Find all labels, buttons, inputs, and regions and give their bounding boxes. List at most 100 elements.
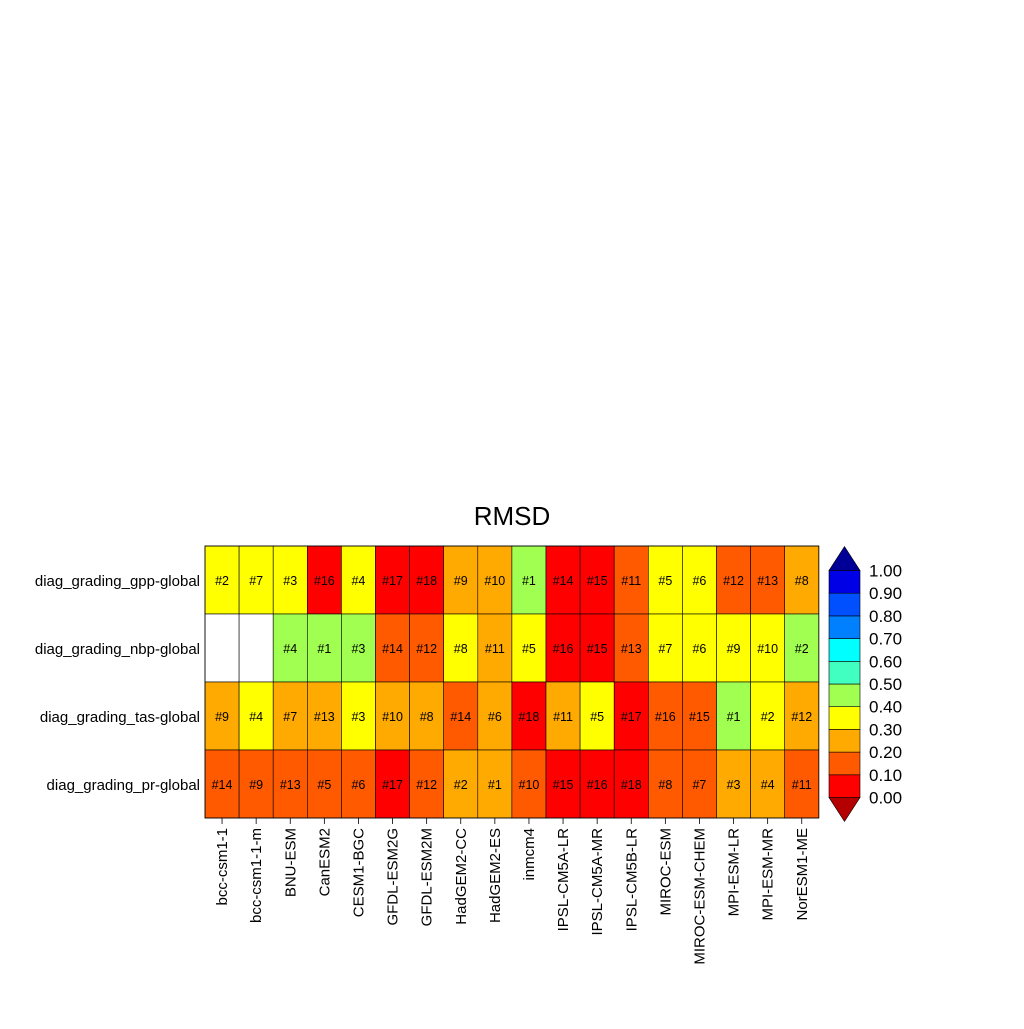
heatmap-cell: [716, 749, 751, 819]
heatmap-cell: [613, 545, 649, 615]
cell-rank-label: #4: [761, 778, 775, 792]
cell-rank-label: #10: [519, 778, 540, 792]
cell-rank-label: #16: [553, 642, 574, 656]
colorbar-segment: [828, 683, 861, 708]
row-label: diag_grading_pr-global: [47, 777, 200, 794]
cell-rank-label: #10: [484, 574, 505, 588]
heatmap-cell: [409, 749, 445, 819]
cell-rank-label: #8: [795, 574, 809, 588]
heatmap-cell: [579, 681, 615, 751]
colorbar-tick-label: 0.20: [869, 743, 902, 762]
column-label: HadGEM2-CC: [453, 828, 470, 925]
colorbar-tick-label: 0.50: [869, 675, 902, 694]
heatmap-cell: [238, 545, 274, 615]
heatmap-cell: [238, 749, 274, 819]
colorbar-segment: [828, 660, 861, 685]
heatmap-cell: [341, 545, 376, 615]
row-labels: diag_grading_gpp-global diag_grading_nbp-…: [35, 573, 200, 794]
heatmap-cell: [238, 681, 274, 751]
column-label: MPI-ESM-LR: [726, 828, 743, 917]
heatmap-cell: [204, 613, 240, 683]
cell-rank-label: #13: [280, 778, 301, 792]
heatmap-cell: [272, 613, 308, 683]
cell-rank-label: #2: [761, 710, 775, 724]
colorbar-segment: [828, 615, 861, 639]
heatmap-grid: #2 #7 #3 #16 #4 #17 #18 #9 #10 #1 #14 #15 #11 #5 #6 #12…: [204, 545, 820, 819]
cell-rank-label: #7: [692, 778, 706, 792]
heatmap-cell: [647, 681, 683, 751]
cell-rank-label: #16: [314, 574, 335, 588]
cell-rank-label: #17: [382, 778, 403, 792]
cell-rank-label: #14: [382, 642, 403, 656]
heatmap-cell: [477, 613, 513, 683]
cell-rank-label: #16: [587, 778, 608, 792]
heatmap-cell: [750, 681, 785, 751]
heatmap-border: [204, 545, 820, 819]
heatmap-cell: [306, 681, 342, 751]
column-label: IPSL-CM5A-LR: [555, 828, 572, 932]
column-label: CanESM2: [316, 828, 333, 896]
cell-rank-label: #18: [416, 574, 437, 588]
cell-rank-label: #9: [454, 574, 468, 588]
cell-rank-label: #15: [553, 778, 574, 792]
heatmap-cell: [750, 545, 785, 615]
heatmap-cell: [784, 749, 820, 819]
heatmap-cell: [204, 545, 240, 615]
cell-rank-label: #17: [621, 710, 642, 724]
heatmap-cell: [579, 749, 615, 819]
cell-rank-label: #5: [522, 642, 536, 656]
cell-rank-label: #9: [727, 642, 741, 656]
cell-rank-label: #5: [590, 710, 604, 724]
heatmap-cell: [204, 681, 240, 751]
cell-rank-label: #11: [621, 574, 641, 588]
cell-rank-label: #6: [692, 642, 706, 656]
colorbar-tick-label: 0.60: [869, 652, 902, 671]
colorbar-tick-label: 0.70: [869, 630, 902, 649]
cell-rank-label: #3: [727, 778, 741, 792]
cell-rank-label: #2: [795, 642, 809, 656]
cell-rank-label: #1: [317, 642, 331, 656]
cell-rank-label: #3: [351, 642, 365, 656]
heatmap-cell: [306, 545, 342, 615]
cell-rank-label: #14: [212, 778, 233, 792]
heatmap-cell: [682, 749, 717, 819]
heatmap-cell: [682, 613, 717, 683]
colorbar-segment: [828, 638, 861, 662]
cell-rank-label: #12: [416, 778, 437, 792]
cell-rank-label: #6: [351, 778, 365, 792]
heatmap-cell: [409, 613, 445, 683]
heatmap-cell: [716, 681, 751, 751]
column-label: HadGEM2-ES: [487, 828, 504, 923]
cell-rank-label: #12: [723, 574, 744, 588]
heatmap-cell: [375, 681, 410, 751]
column-label: bcc-csm1-1-m: [248, 828, 265, 923]
heatmap-cell: [613, 681, 649, 751]
row-label: diag_grading_nbp-global: [35, 641, 200, 658]
cell-rank-label: #5: [317, 778, 331, 792]
colorbar-under-triangle: [828, 797, 861, 823]
colorbar-segment: [828, 751, 861, 776]
cell-rank-label: #4: [351, 574, 365, 588]
heatmap-cell: [375, 545, 410, 615]
cell-rank-label: #15: [689, 710, 710, 724]
cell-rank-label: #9: [215, 710, 229, 724]
cell-rank-label: #8: [454, 642, 468, 656]
cell-rank-label: #7: [249, 574, 263, 588]
cell-rank-label: #7: [283, 710, 297, 724]
cell-rank-label: #7: [658, 642, 672, 656]
heatmap-cell: [272, 681, 308, 751]
cell-rank-label: #16: [655, 710, 676, 724]
cell-rank-label: #12: [416, 642, 437, 656]
colorbar-tick-label: 0.00: [869, 789, 902, 808]
colorbar-segment: [828, 706, 861, 730]
cell-rank-label: #3: [351, 710, 365, 724]
cell-rank-label: #6: [488, 710, 502, 724]
column-labels: bcc-csm1-1 bcc-csm1-1-m BNU-ESM CanESM2 CESM…: [214, 818, 811, 965]
column-label: bcc-csm1-1: [214, 828, 231, 906]
colorbar-over-triangle: [828, 545, 861, 571]
chart-title: RMSD: [474, 501, 551, 531]
cell-rank-label: #10: [757, 642, 778, 656]
cell-rank-label: #13: [621, 642, 642, 656]
